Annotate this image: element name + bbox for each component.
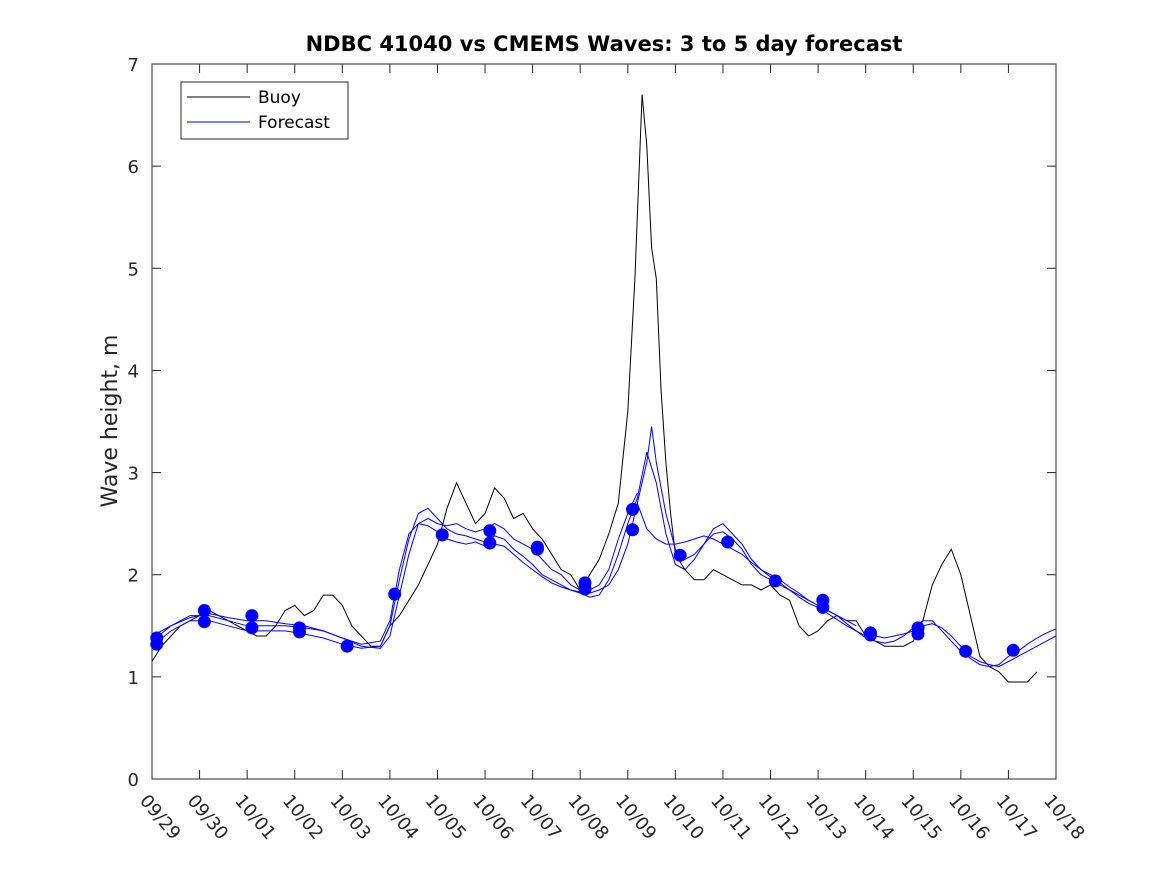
x-tick-label: 10/11 bbox=[706, 791, 755, 844]
x-tick-label: 10/14 bbox=[849, 791, 898, 844]
forecast-marker bbox=[150, 637, 164, 651]
forecast-marker bbox=[959, 644, 973, 658]
forecast-marker bbox=[340, 639, 354, 653]
x-tick-label: 10/17 bbox=[992, 791, 1041, 844]
x-tick-label: 10/09 bbox=[611, 791, 660, 844]
x-tick-label: 10/12 bbox=[754, 791, 803, 844]
forecast-marker bbox=[768, 574, 782, 588]
series-line-buoy bbox=[151, 94, 1038, 683]
legend-box bbox=[180, 81, 349, 140]
forecast-marker bbox=[435, 528, 449, 542]
marker-layer bbox=[150, 502, 1020, 658]
x-tick-label: 10/04 bbox=[373, 791, 422, 844]
y-tick-label: 1 bbox=[128, 668, 139, 689]
x-tick-label: 09/30 bbox=[183, 791, 232, 844]
x-tick-label: 10/02 bbox=[278, 791, 327, 844]
forecast-marker bbox=[626, 502, 640, 516]
forecast-marker bbox=[530, 542, 544, 556]
forecast-marker bbox=[388, 587, 402, 601]
series-line-forecast-2 bbox=[151, 451, 1057, 668]
x-tick-label: 10/06 bbox=[468, 791, 517, 844]
y-tick-label: 4 bbox=[128, 361, 139, 382]
legend-buoy-label: Buoy bbox=[258, 88, 301, 108]
forecast-marker bbox=[292, 625, 306, 639]
forecast-marker bbox=[1006, 643, 1020, 657]
forecast-marker bbox=[483, 536, 497, 550]
x-tick-label: 10/03 bbox=[325, 791, 374, 844]
y-tick-label: 5 bbox=[128, 259, 139, 280]
y-axis: 0 1 2 3 4 5 6 7 bbox=[128, 55, 1056, 791]
forecast-marker bbox=[816, 600, 830, 614]
forecast-marker bbox=[245, 609, 259, 623]
legend-forecast-label: Forecast bbox=[258, 113, 330, 133]
x-tick-label: 10/13 bbox=[801, 791, 850, 844]
y-tick-label: 0 bbox=[128, 770, 139, 791]
forecast-marker bbox=[626, 523, 640, 537]
x-tick-label: 10/18 bbox=[1039, 791, 1088, 844]
legend: Buoy Forecast bbox=[180, 81, 349, 140]
x-tick-label: 09/29 bbox=[135, 791, 184, 844]
y-tick-label: 7 bbox=[128, 55, 139, 76]
y-tick-label: 6 bbox=[128, 157, 139, 178]
y-tick-label: 2 bbox=[128, 566, 139, 587]
forecast-marker bbox=[483, 524, 497, 538]
forecast-marker bbox=[863, 628, 877, 642]
x-tick-label: 10/01 bbox=[230, 791, 279, 844]
y-tick-label: 3 bbox=[128, 464, 139, 485]
forecast-marker bbox=[578, 582, 592, 596]
x-tick-label: 10/08 bbox=[563, 791, 612, 844]
x-tick-label: 10/15 bbox=[896, 791, 945, 844]
chart-title: NDBC 41040 vs CMEMS Waves: 3 to 5 day fo… bbox=[306, 32, 903, 56]
x-tick-label: 10/07 bbox=[516, 791, 565, 844]
forecast-marker bbox=[197, 615, 211, 629]
forecast-marker bbox=[197, 603, 211, 617]
forecast-marker bbox=[911, 627, 925, 641]
plot-background bbox=[151, 63, 1057, 780]
forecast-marker bbox=[673, 548, 687, 562]
forecast-marker bbox=[721, 535, 735, 549]
series-line-forecast-3 bbox=[151, 492, 638, 645]
x-tick-label: 10/16 bbox=[944, 791, 993, 844]
forecast-marker bbox=[245, 621, 259, 635]
x-tick-label: 10/10 bbox=[659, 791, 708, 844]
y-axis-label: Wave height, m bbox=[98, 335, 123, 508]
x-tick-label: 10/05 bbox=[421, 791, 470, 844]
